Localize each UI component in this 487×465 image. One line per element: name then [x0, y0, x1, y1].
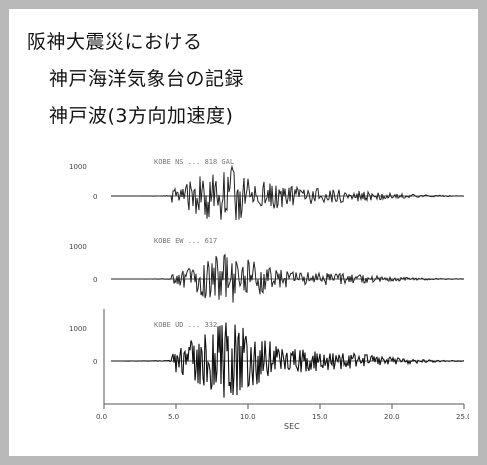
- seismograph-figure: KOBE NS ... 818 GAL KOBE EW ... 617 KOBE…: [69, 158, 469, 431]
- panel-2-caption: KOBE EW ... 617: [154, 237, 217, 245]
- x-axis-label: SEC: [284, 422, 300, 431]
- x-tick-label: 5.0: [168, 413, 179, 421]
- slide-title-line-1: 阪神大震災における: [27, 31, 203, 53]
- x-tick-label: 15.0: [312, 413, 328, 421]
- panel-3-caption: KOBE UD ... 332: [154, 321, 217, 329]
- panel-1-caption: KOBE NS ... 818 GAL: [154, 158, 234, 166]
- slide-card: 阪神大震災における 神戸海洋気象台の記録 神戸波(3方向加速度) KOBE NS…: [9, 9, 478, 456]
- x-tick-label: 20.0: [384, 413, 400, 421]
- waveform-1: [111, 164, 465, 220]
- slide-title-line-3: 神戸波(3方向加速度): [49, 105, 234, 127]
- panel-3-zero-label: 0: [93, 358, 97, 366]
- panel-1-zero-label: 0: [93, 193, 97, 201]
- waveform-2: [111, 253, 465, 303]
- x-tick-label: 0.0: [96, 413, 107, 421]
- waveform-3: [111, 322, 465, 398]
- slide-title-line-2: 神戸海洋気象台の記録: [49, 68, 245, 90]
- panel-2-top-label: 1000: [69, 243, 87, 251]
- panel-3-top-label: 1000: [69, 325, 87, 333]
- x-tick-label: 10.0: [240, 413, 256, 421]
- x-tick-label: 25.0: [456, 413, 469, 421]
- panel-2-zero-label: 0: [93, 276, 97, 284]
- panel-1-top-label: 1000: [69, 163, 87, 171]
